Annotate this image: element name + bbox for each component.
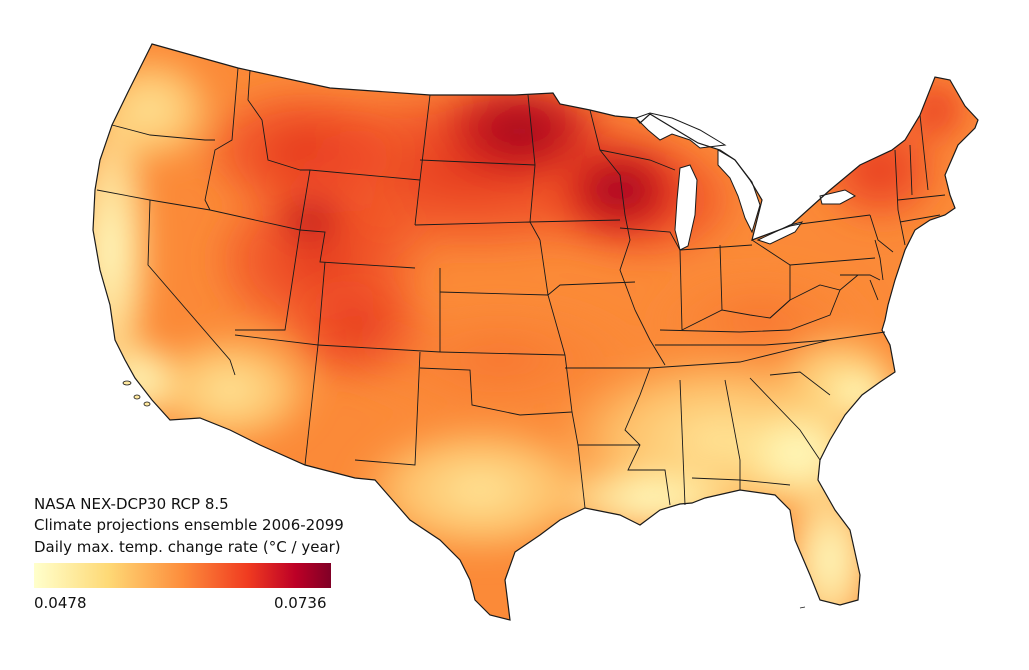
- florida-keys: [799, 606, 806, 609]
- legend-min-label: 0.0478: [34, 594, 87, 612]
- lake-ontario: [819, 189, 857, 205]
- great-lakes: [635, 112, 857, 251]
- channel-islands: [122, 380, 151, 407]
- legend-variable-label: Daily max. temp. change rate (°C / year): [34, 538, 341, 556]
- state-boundaries: [96, 67, 946, 509]
- legend-source-title: NASA NEX-DCP30 RCP 8.5: [34, 495, 229, 513]
- temperature-surface: [93, 44, 978, 620]
- lake-michigan: [674, 164, 698, 251]
- legend-ensemble-label: Climate projections ensemble 2006-2099: [34, 516, 344, 534]
- lake-superior: [635, 112, 727, 149]
- legend-color-bar: [34, 563, 331, 588]
- legend-max-label: 0.0736: [274, 594, 327, 612]
